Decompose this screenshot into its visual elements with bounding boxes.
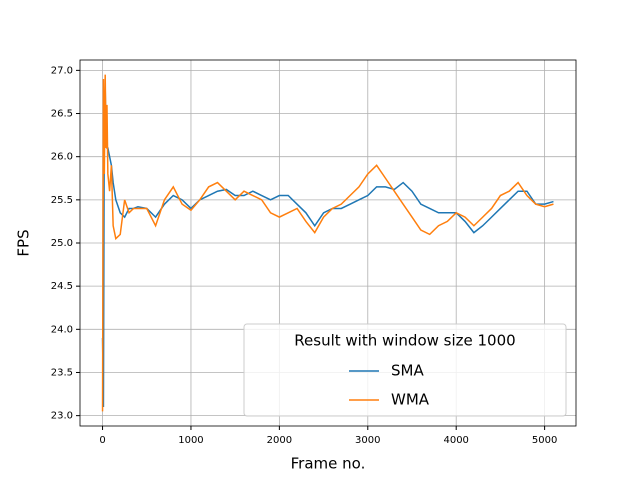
y-tick-label: 27.0 xyxy=(51,65,73,76)
y-tick-label: 26.0 xyxy=(51,152,73,163)
series-line xyxy=(101,87,554,408)
y-tick-label: 25.5 xyxy=(51,195,73,206)
y-axis-label: FPS xyxy=(15,229,33,256)
x-tick-label: 2000 xyxy=(267,435,292,446)
legend-label: WMA xyxy=(391,391,430,409)
y-tick-label: 24.5 xyxy=(51,281,73,292)
x-tick-label: 0 xyxy=(99,435,105,446)
legend-box xyxy=(243,323,567,417)
y-tick-label: 26.5 xyxy=(51,109,73,120)
legend-label: SMA xyxy=(391,362,424,380)
y-tick-label: 23.0 xyxy=(51,411,73,422)
x-axis-label: Frame no. xyxy=(291,455,366,473)
x-tick-label: 1000 xyxy=(178,435,203,446)
y-tick-label: 25.0 xyxy=(51,238,73,249)
y-tick-label: 24.0 xyxy=(51,324,73,335)
x-tick-label: 5000 xyxy=(532,435,557,446)
series-line xyxy=(101,74,554,412)
x-tick-label: 4000 xyxy=(443,435,468,446)
plot-frame xyxy=(79,59,577,427)
x-tick-label: 3000 xyxy=(355,435,380,446)
legend-title: Result with window size 1000 xyxy=(294,332,515,350)
y-tick-label: 23.5 xyxy=(51,367,73,378)
